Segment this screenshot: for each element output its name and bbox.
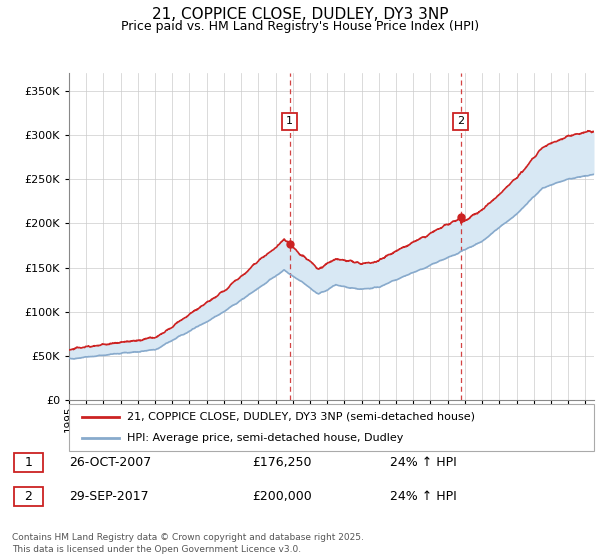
Text: HPI: Average price, semi-detached house, Dudley: HPI: Average price, semi-detached house,… <box>127 433 403 444</box>
Text: 2: 2 <box>457 116 464 127</box>
Text: 29-SEP-2017: 29-SEP-2017 <box>69 489 149 503</box>
Text: 1: 1 <box>25 456 32 469</box>
Text: £200,000: £200,000 <box>252 489 312 503</box>
Text: 26-OCT-2007: 26-OCT-2007 <box>69 456 151 469</box>
Text: 24% ↑ HPI: 24% ↑ HPI <box>390 489 457 503</box>
Text: Contains HM Land Registry data © Crown copyright and database right 2025.
This d: Contains HM Land Registry data © Crown c… <box>12 533 364 554</box>
Text: 21, COPPICE CLOSE, DUDLEY, DY3 3NP (semi-detached house): 21, COPPICE CLOSE, DUDLEY, DY3 3NP (semi… <box>127 412 475 422</box>
Text: Price paid vs. HM Land Registry's House Price Index (HPI): Price paid vs. HM Land Registry's House … <box>121 20 479 32</box>
Text: £176,250: £176,250 <box>252 456 311 469</box>
Text: 21, COPPICE CLOSE, DUDLEY, DY3 3NP: 21, COPPICE CLOSE, DUDLEY, DY3 3NP <box>152 7 448 22</box>
Text: 24% ↑ HPI: 24% ↑ HPI <box>390 456 457 469</box>
Text: 2: 2 <box>25 489 32 503</box>
Text: 1: 1 <box>286 116 293 127</box>
